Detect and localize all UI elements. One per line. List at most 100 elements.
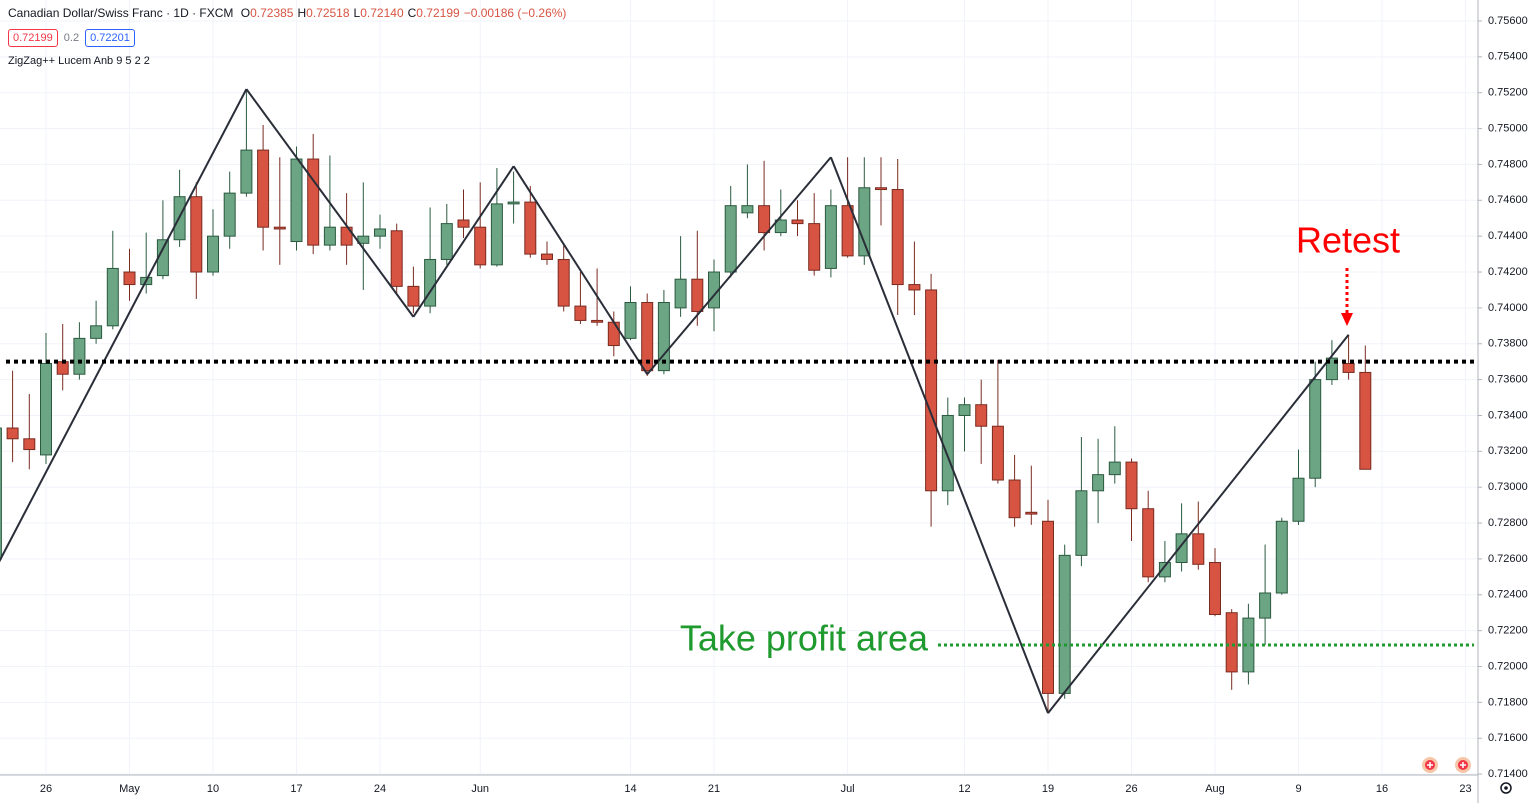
- x-tick-label: 26: [40, 783, 52, 795]
- legend-header: Canadian Dollar/Swiss Franc · 1D · FXCM …: [8, 6, 570, 20]
- y-tick-label: 0.73600: [1488, 374, 1528, 386]
- candle-body: [624, 302, 637, 339]
- candle-body: [1108, 461, 1121, 476]
- candle-body: [257, 149, 270, 228]
- candle-body: [1359, 371, 1372, 470]
- add-button[interactable]: [1422, 757, 1438, 773]
- settings-button[interactable]: [1500, 782, 1512, 794]
- candle-body: [23, 438, 36, 451]
- candle-body: [908, 284, 921, 291]
- candle-body: [524, 201, 537, 255]
- grid: [0, 0, 1478, 775]
- candle-body: [223, 192, 236, 237]
- y-tick-label: 0.73400: [1488, 409, 1528, 421]
- y-tick-label: 0.74800: [1488, 158, 1528, 170]
- candle-body: [774, 219, 787, 234]
- ohlc-key: C: [407, 6, 417, 20]
- x-tick-label: 26: [1125, 783, 1137, 795]
- candle-body: [958, 404, 971, 416]
- zigzag-segment: [1047, 334, 1350, 714]
- candle-body: [1058, 554, 1071, 694]
- zigzag-segment: [245, 88, 415, 318]
- ohlc-value: 0.72140: [360, 6, 404, 20]
- candle-body: [1092, 474, 1105, 492]
- ohlc-value: 0.72199: [416, 6, 460, 20]
- y-tick-label: 0.72200: [1488, 625, 1528, 637]
- x-tick-label: 24: [374, 783, 386, 795]
- ohlc-item: H0.72518: [297, 6, 349, 20]
- y-tick-label: 0.75200: [1488, 87, 1528, 99]
- candle-body: [1042, 520, 1054, 694]
- candle-body: [891, 189, 904, 286]
- zigzag-segment: [512, 165, 649, 375]
- candle-body: [1125, 461, 1138, 510]
- candle-body: [641, 302, 654, 372]
- candle-body: [1309, 379, 1322, 479]
- candle-body: [758, 205, 771, 234]
- candle-body: [290, 158, 303, 243]
- candle-body: [1209, 562, 1221, 616]
- candle-body: [390, 230, 403, 287]
- candle-body: [875, 187, 887, 191]
- x-tick-label: 14: [624, 783, 636, 795]
- candle-body: [1158, 562, 1171, 578]
- ohlc-key: O: [240, 6, 251, 20]
- candle-body: [190, 196, 203, 273]
- candle-body: [691, 278, 704, 312]
- candle-body: [941, 414, 954, 492]
- candle-body: [1292, 477, 1305, 522]
- candle-body: [858, 187, 871, 257]
- candle-body: [1175, 533, 1188, 564]
- candle-body: [207, 235, 219, 273]
- candle-body: [824, 205, 837, 269]
- indicator-legend[interactable]: ZigZag++ Lucem Anb 9 5 2 2: [8, 55, 150, 67]
- zigzag-segment: [412, 165, 515, 318]
- candle-body: [0, 427, 2, 560]
- candle-body: [925, 289, 938, 492]
- ohlc-key: L: [353, 6, 361, 20]
- candle-body: [1075, 490, 1088, 556]
- candle-body: [490, 203, 503, 266]
- price-box: 0.72199: [8, 29, 58, 47]
- candle-body: [6, 427, 19, 440]
- y-tick-label: 0.72800: [1488, 517, 1528, 529]
- candle-body: [791, 219, 804, 225]
- candle-body: [73, 337, 86, 375]
- candle-body: [808, 223, 821, 271]
- candle-body: [273, 226, 286, 230]
- y-tick-label: 0.75600: [1488, 15, 1528, 27]
- x-tick-label: Jun: [471, 783, 489, 795]
- candle-body: [557, 258, 570, 307]
- candle-body: [1008, 479, 1021, 519]
- y-tick-label: 0.71400: [1488, 768, 1528, 780]
- candle-body: [724, 205, 737, 273]
- y-tick-label: 0.74200: [1488, 266, 1528, 278]
- y-tick-label: 0.74000: [1488, 302, 1528, 314]
- candle-body: [240, 149, 253, 194]
- y-tick-label: 0.74400: [1488, 230, 1528, 242]
- candle-body: [607, 321, 620, 347]
- candle-body: [407, 285, 420, 307]
- y-tick-label: 0.72000: [1488, 660, 1528, 672]
- symbol-title: Canadian Dollar/Swiss Franc · 1D · FXCM: [8, 6, 234, 20]
- ohlc-item: L0.72140: [354, 6, 404, 20]
- ohlc-value: 0.72518: [306, 6, 350, 20]
- y-tick-label: 0.75000: [1488, 122, 1528, 134]
- x-tick-label: May: [119, 783, 140, 795]
- y-tick-label: 0.72400: [1488, 589, 1528, 601]
- candle-body: [1025, 511, 1038, 515]
- candle-body: [1242, 617, 1255, 673]
- zigzag-segment: [0, 88, 248, 563]
- add-button[interactable]: [1455, 757, 1471, 773]
- ohlc-key: H: [297, 6, 307, 20]
- candle-body: [474, 226, 487, 266]
- candle-body: [507, 201, 520, 205]
- candle-body: [374, 228, 386, 237]
- y-tick-label: 0.73800: [1488, 338, 1528, 350]
- candle-body: [657, 302, 670, 372]
- candle-body: [1192, 533, 1205, 565]
- x-tick-label: 17: [290, 783, 302, 795]
- candle-body: [591, 319, 604, 323]
